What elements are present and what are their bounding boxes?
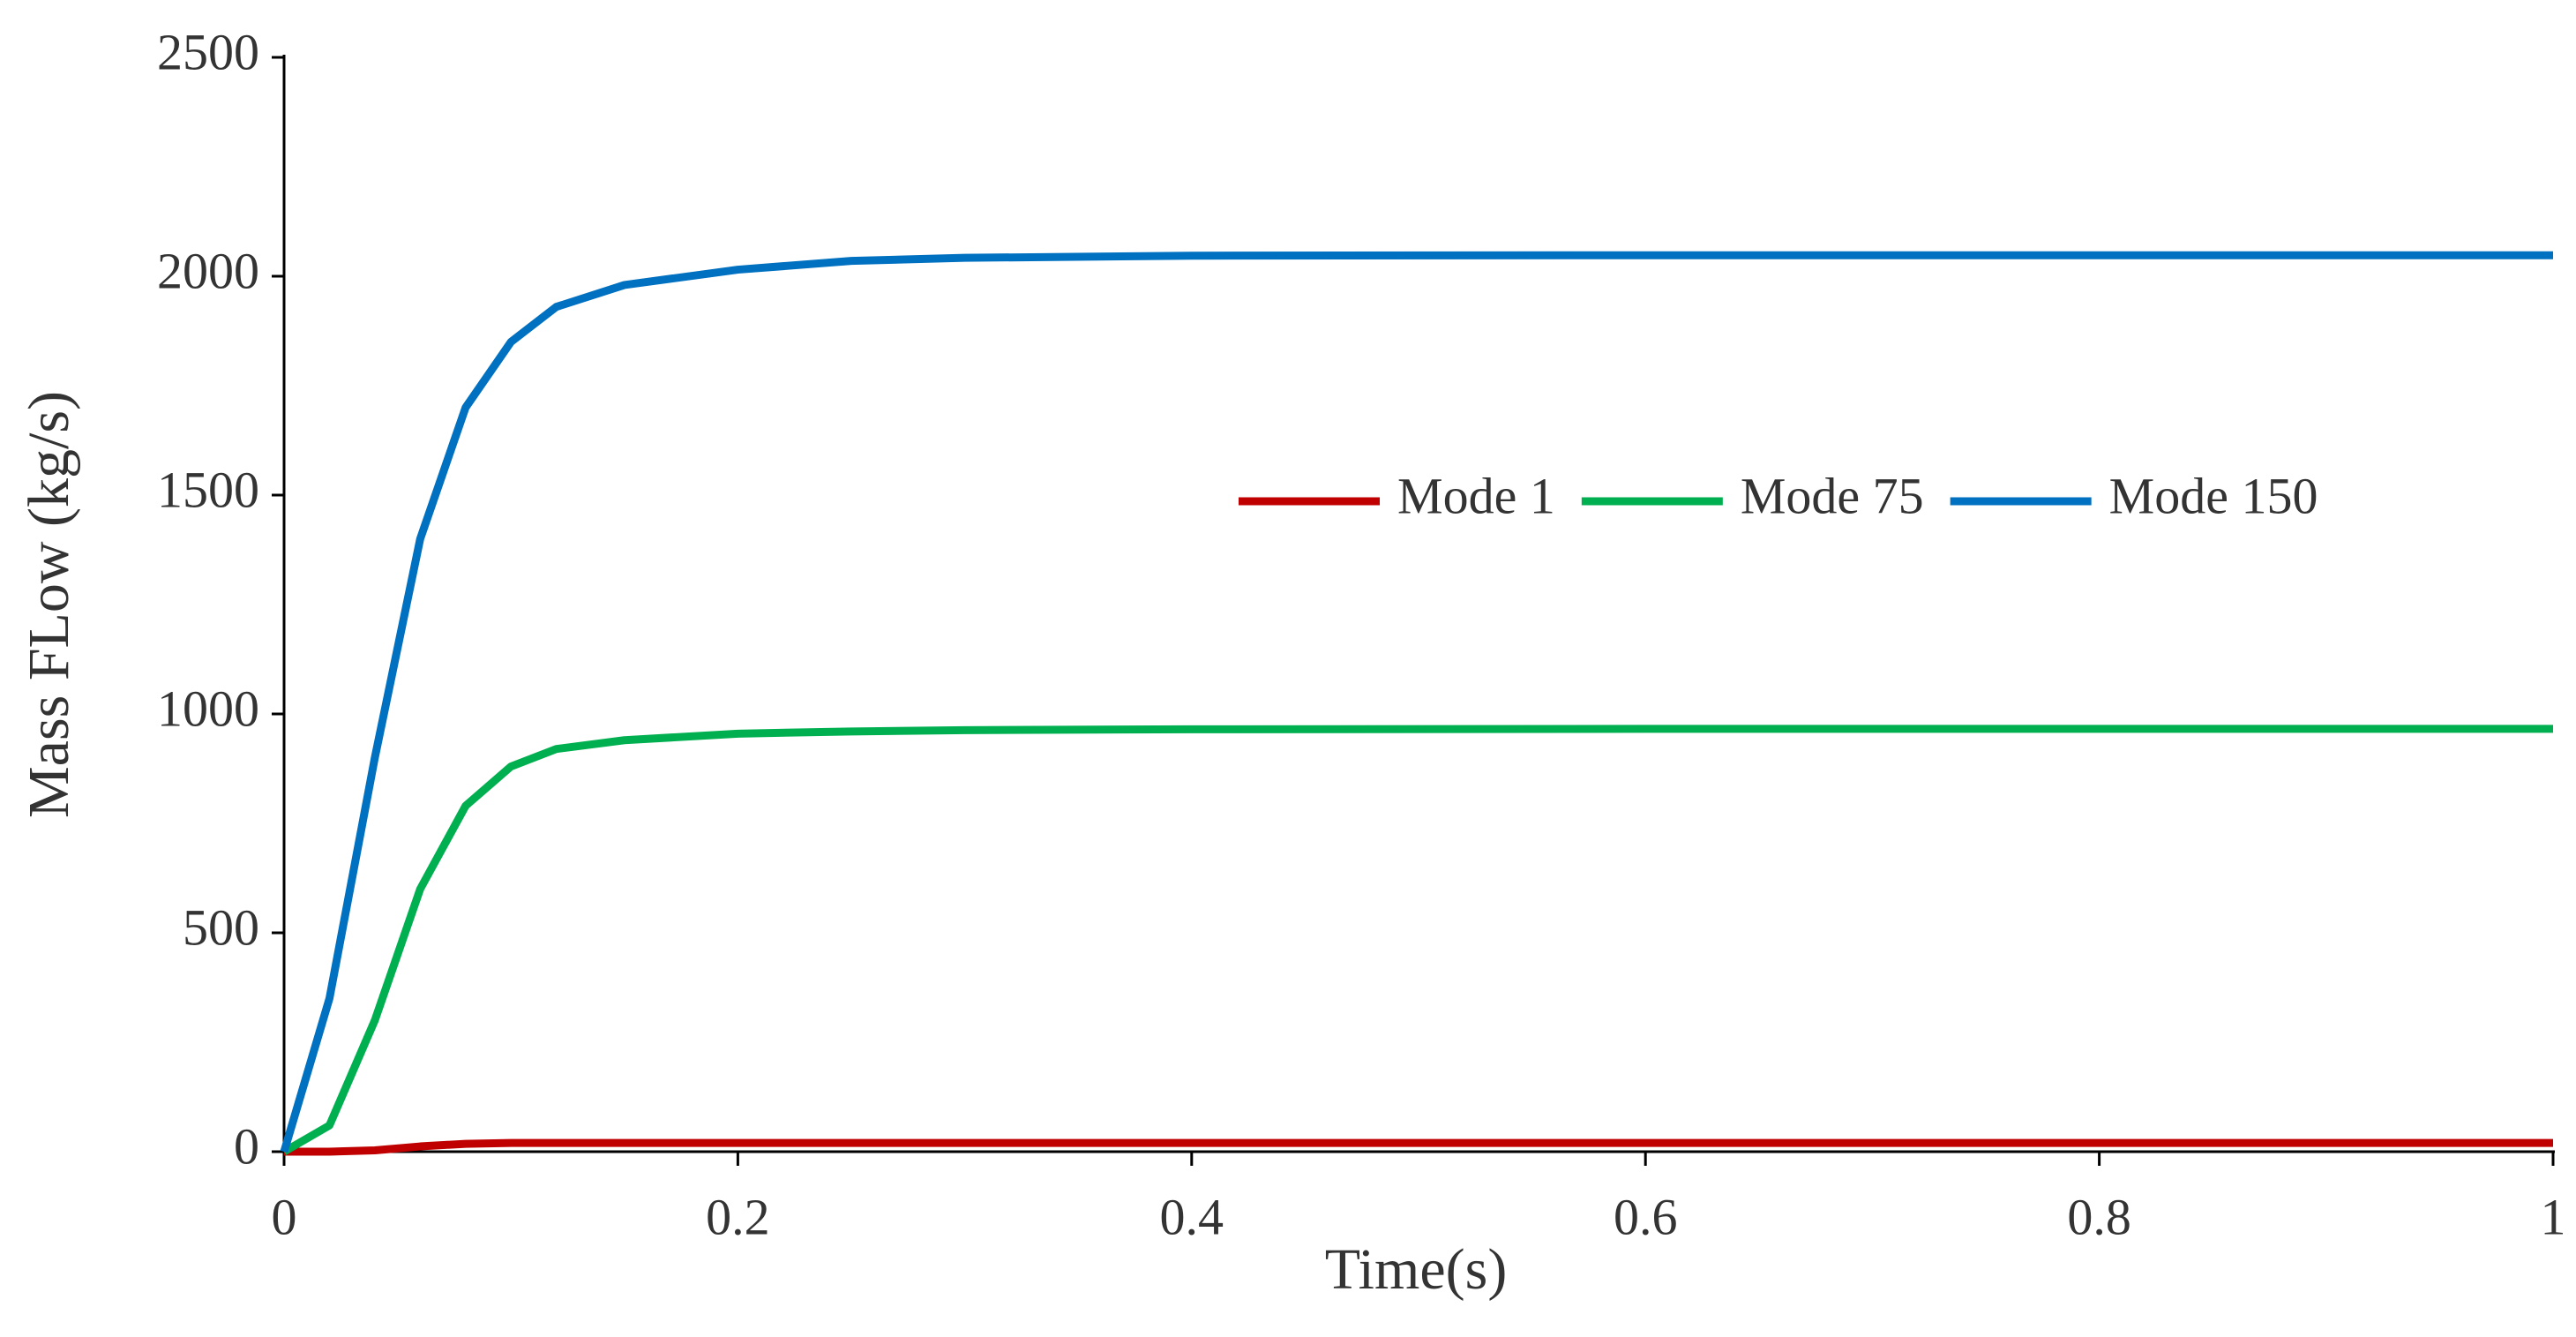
legend-label: Mode 1	[1397, 467, 1555, 524]
legend-label: Mode 75	[1741, 467, 1924, 524]
x-tick-label: 0.4	[1160, 1188, 1224, 1245]
y-tick-label: 500	[183, 898, 259, 956]
x-axis-label: Time(s)	[1325, 1237, 1508, 1302]
y-axis-label: Mass FLow (kg/s)	[17, 391, 81, 818]
series-line	[281, 725, 2553, 1155]
y-tick-label: 0	[234, 1117, 259, 1175]
y-tick-label: 1000	[157, 680, 259, 737]
x-tick-label: 0.8	[2067, 1188, 2131, 1245]
x-tick-label: 0	[272, 1188, 297, 1245]
x-tick-label: 0.6	[1614, 1188, 1678, 1245]
y-tick-label: 2500	[157, 23, 259, 80]
x-tick-label: 0.2	[706, 1188, 770, 1245]
y-tick-label: 2000	[157, 242, 259, 299]
series-line	[284, 1138, 2553, 1156]
y-tick-label: 1500	[157, 461, 259, 518]
x-tick-label: 1	[2541, 1188, 2566, 1245]
series-line	[280, 251, 2553, 1153]
legend-label: Mode 150	[2109, 467, 2318, 524]
